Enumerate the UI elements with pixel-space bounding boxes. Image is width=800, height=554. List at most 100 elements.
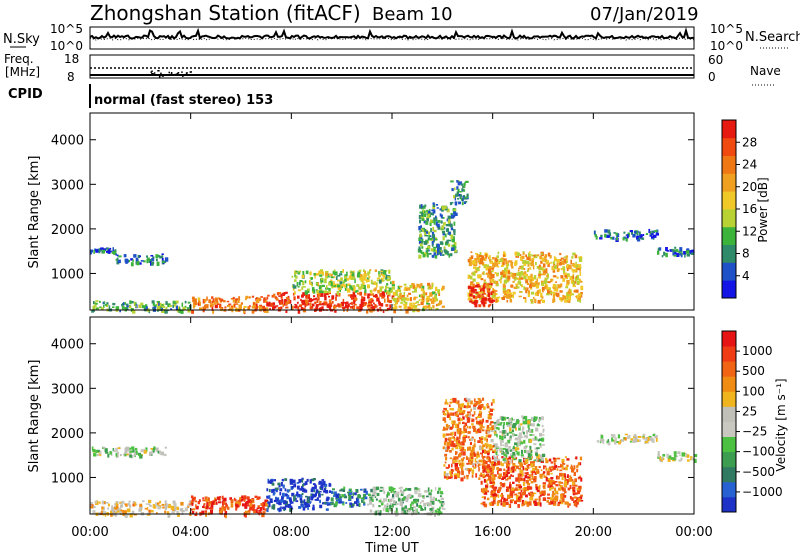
velocity-cell-r8	[495, 454, 500, 456]
velocity-cell-r4	[330, 497, 334, 502]
velocity-cell-r7	[518, 467, 522, 470]
velocity-cell-r5	[403, 489, 406, 492]
velocity-cell-r7	[580, 500, 584, 502]
power-cell-r11	[616, 237, 618, 241]
power-cell-r3	[263, 307, 266, 312]
velocity-cell-r0	[107, 453, 110, 458]
power-cell-r4	[324, 302, 327, 306]
power-colorbar-swatch	[722, 226, 736, 245]
velocity-cell-r7	[550, 472, 553, 475]
power-cell-r10	[491, 299, 495, 302]
power-cell-r4	[353, 306, 355, 310]
power-cell-r6	[399, 285, 403, 288]
power-cell-r9	[506, 264, 510, 267]
power-cell-r8	[461, 188, 464, 191]
power-cell-r5	[320, 278, 324, 283]
velocity-cell-r8	[516, 420, 520, 424]
velocity-cell-r7	[498, 468, 502, 472]
velocity-cell-r6	[445, 449, 449, 452]
velocity-cell-r4	[359, 494, 362, 498]
power-cell-r9	[509, 298, 513, 303]
power-cell-r2	[93, 301, 97, 305]
power-cell-r4	[276, 292, 279, 296]
power-cell-r9	[530, 291, 535, 295]
velocity-cell-r6	[473, 453, 476, 457]
power-cell-r2	[122, 302, 125, 306]
velocity-cell-r7	[483, 465, 487, 468]
power-cell-r4	[305, 302, 308, 306]
power-cell-r9	[509, 260, 513, 263]
freq-dip-mark	[170, 72, 173, 74]
power-cell-r9	[550, 291, 553, 294]
power-cell-r4	[323, 292, 327, 298]
power-cell-r7	[430, 219, 433, 223]
velocity-cell-r3	[321, 493, 324, 496]
power-cell-r9	[577, 264, 582, 268]
velocity-cell-r7	[559, 469, 563, 472]
velocity-cell-r6	[490, 439, 494, 443]
power-cell-r7	[435, 221, 438, 226]
power-cell-r9	[479, 261, 483, 264]
power-cell-r7	[445, 205, 447, 209]
power-cell-r4	[302, 292, 306, 296]
freq-label: Freq.	[4, 52, 34, 66]
velocity-cell-r0	[124, 450, 128, 454]
velocity-cell-r4	[348, 495, 352, 500]
power-cell-r3	[226, 300, 230, 303]
velocity-cell-r2	[236, 501, 240, 506]
power-cell-r9	[542, 267, 544, 272]
power-cell-r4	[328, 299, 332, 304]
power-cell-r11	[604, 229, 608, 233]
velocity-cell-r0	[143, 450, 147, 454]
velocity-cell-r7	[500, 482, 502, 487]
velocity-cell-r5	[388, 500, 391, 503]
power-cell-r5	[325, 270, 329, 275]
velocity-cell-r7	[501, 456, 504, 459]
velocity-cell-r6	[460, 462, 463, 467]
power-cell-r12	[679, 247, 683, 252]
velocity-cell-r7	[522, 501, 525, 505]
velocity-cell-r7	[520, 489, 523, 492]
velocity-cell-r4	[360, 488, 363, 491]
velocity-cell-r1	[173, 503, 177, 505]
velocity-cell-r1	[180, 501, 184, 506]
power-colorbar-swatch	[722, 280, 736, 299]
power-cell-r3	[254, 305, 257, 308]
velocity-cell-r7	[557, 466, 561, 468]
power-cell-r9	[569, 264, 572, 270]
power-cell-r11	[654, 230, 658, 233]
velocity-cell-r3	[321, 483, 324, 488]
velocity-cell-r6	[463, 449, 467, 452]
power-cell-r9	[477, 268, 480, 272]
velocity-cell-r7	[573, 502, 577, 507]
power-cell-r1	[117, 259, 121, 264]
velocity-cell-r7	[524, 474, 528, 479]
power-cell-r9	[481, 261, 485, 266]
power-cell-r9	[522, 251, 525, 254]
power-cell-r7	[432, 234, 435, 239]
velocity-cell-r4	[332, 488, 335, 491]
velocity-cell-r6	[488, 434, 492, 437]
velocity-cell-r3	[292, 479, 296, 483]
power-cell-r4	[352, 291, 356, 296]
velocity-cell-r6	[444, 437, 448, 442]
power-cell-r5	[375, 282, 378, 285]
power-cell-r7	[419, 219, 421, 224]
power-cell-r7	[433, 220, 436, 225]
velocity-cell-r0	[149, 451, 152, 456]
power-cell-r2	[163, 303, 165, 306]
velocity-cell-r4	[348, 490, 353, 495]
power-cell-r3	[224, 306, 227, 309]
power-cell-r2	[104, 304, 107, 306]
velocity-cell-r6	[482, 397, 485, 401]
velocity-cell-r2	[224, 513, 227, 519]
power-cell-r9	[495, 298, 498, 302]
velocity-cell-r2	[206, 502, 210, 506]
power-cell-r12	[678, 250, 681, 254]
velocity-cell-r2	[223, 497, 227, 502]
power-cell-r9	[553, 289, 557, 292]
power-cell-r5	[337, 279, 341, 282]
velocity-cell-r5	[373, 488, 375, 492]
velocity-cell-r1	[162, 506, 165, 509]
velocity-cell-r7	[509, 492, 514, 497]
